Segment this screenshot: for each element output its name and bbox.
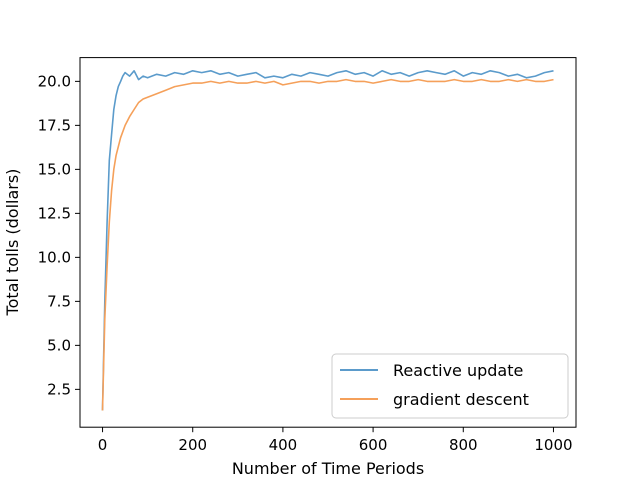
y-tick-label: 5.0 [47, 336, 71, 354]
y-tick-label: 17.5 [38, 116, 71, 134]
series-layer [101, 70, 554, 411]
x-axis-title: Number of Time Periods [232, 459, 424, 478]
y-tick-label: 10.0 [38, 248, 71, 266]
x-tick-label: 1000 [534, 436, 572, 454]
y-tick-label: 2.5 [47, 380, 71, 398]
y-tick-label: 20.0 [38, 72, 71, 90]
legend-label-reactive-update: Reactive update [393, 361, 523, 380]
y-axis-title: Total tolls (dollars) [3, 169, 22, 317]
plot-frame [79, 57, 577, 428]
x-tick-label: 200 [178, 436, 207, 454]
x-tick-label: 600 [359, 436, 388, 454]
series-line-reactive-update [101, 70, 554, 411]
legend-label-gradient-descent: gradient descent [393, 390, 529, 409]
x-axis: 0 200 400 600 800 1000 [98, 427, 573, 454]
y-tick-label: 15.0 [38, 160, 71, 178]
series-line-gradient-descent [101, 78, 554, 411]
x-tick-label: 400 [269, 436, 298, 454]
x-tick-label: 0 [98, 436, 108, 454]
legend-box [331, 353, 569, 419]
y-tick-label: 12.5 [38, 204, 71, 222]
y-axis: 2.5 5.0 7.5 10.0 12.5 15.0 17.5 20.0 [38, 72, 80, 398]
x-tick-label: 800 [449, 436, 478, 454]
legend: Reactive update gradient descent [331, 353, 569, 419]
y-tick-label: 7.5 [47, 292, 71, 310]
